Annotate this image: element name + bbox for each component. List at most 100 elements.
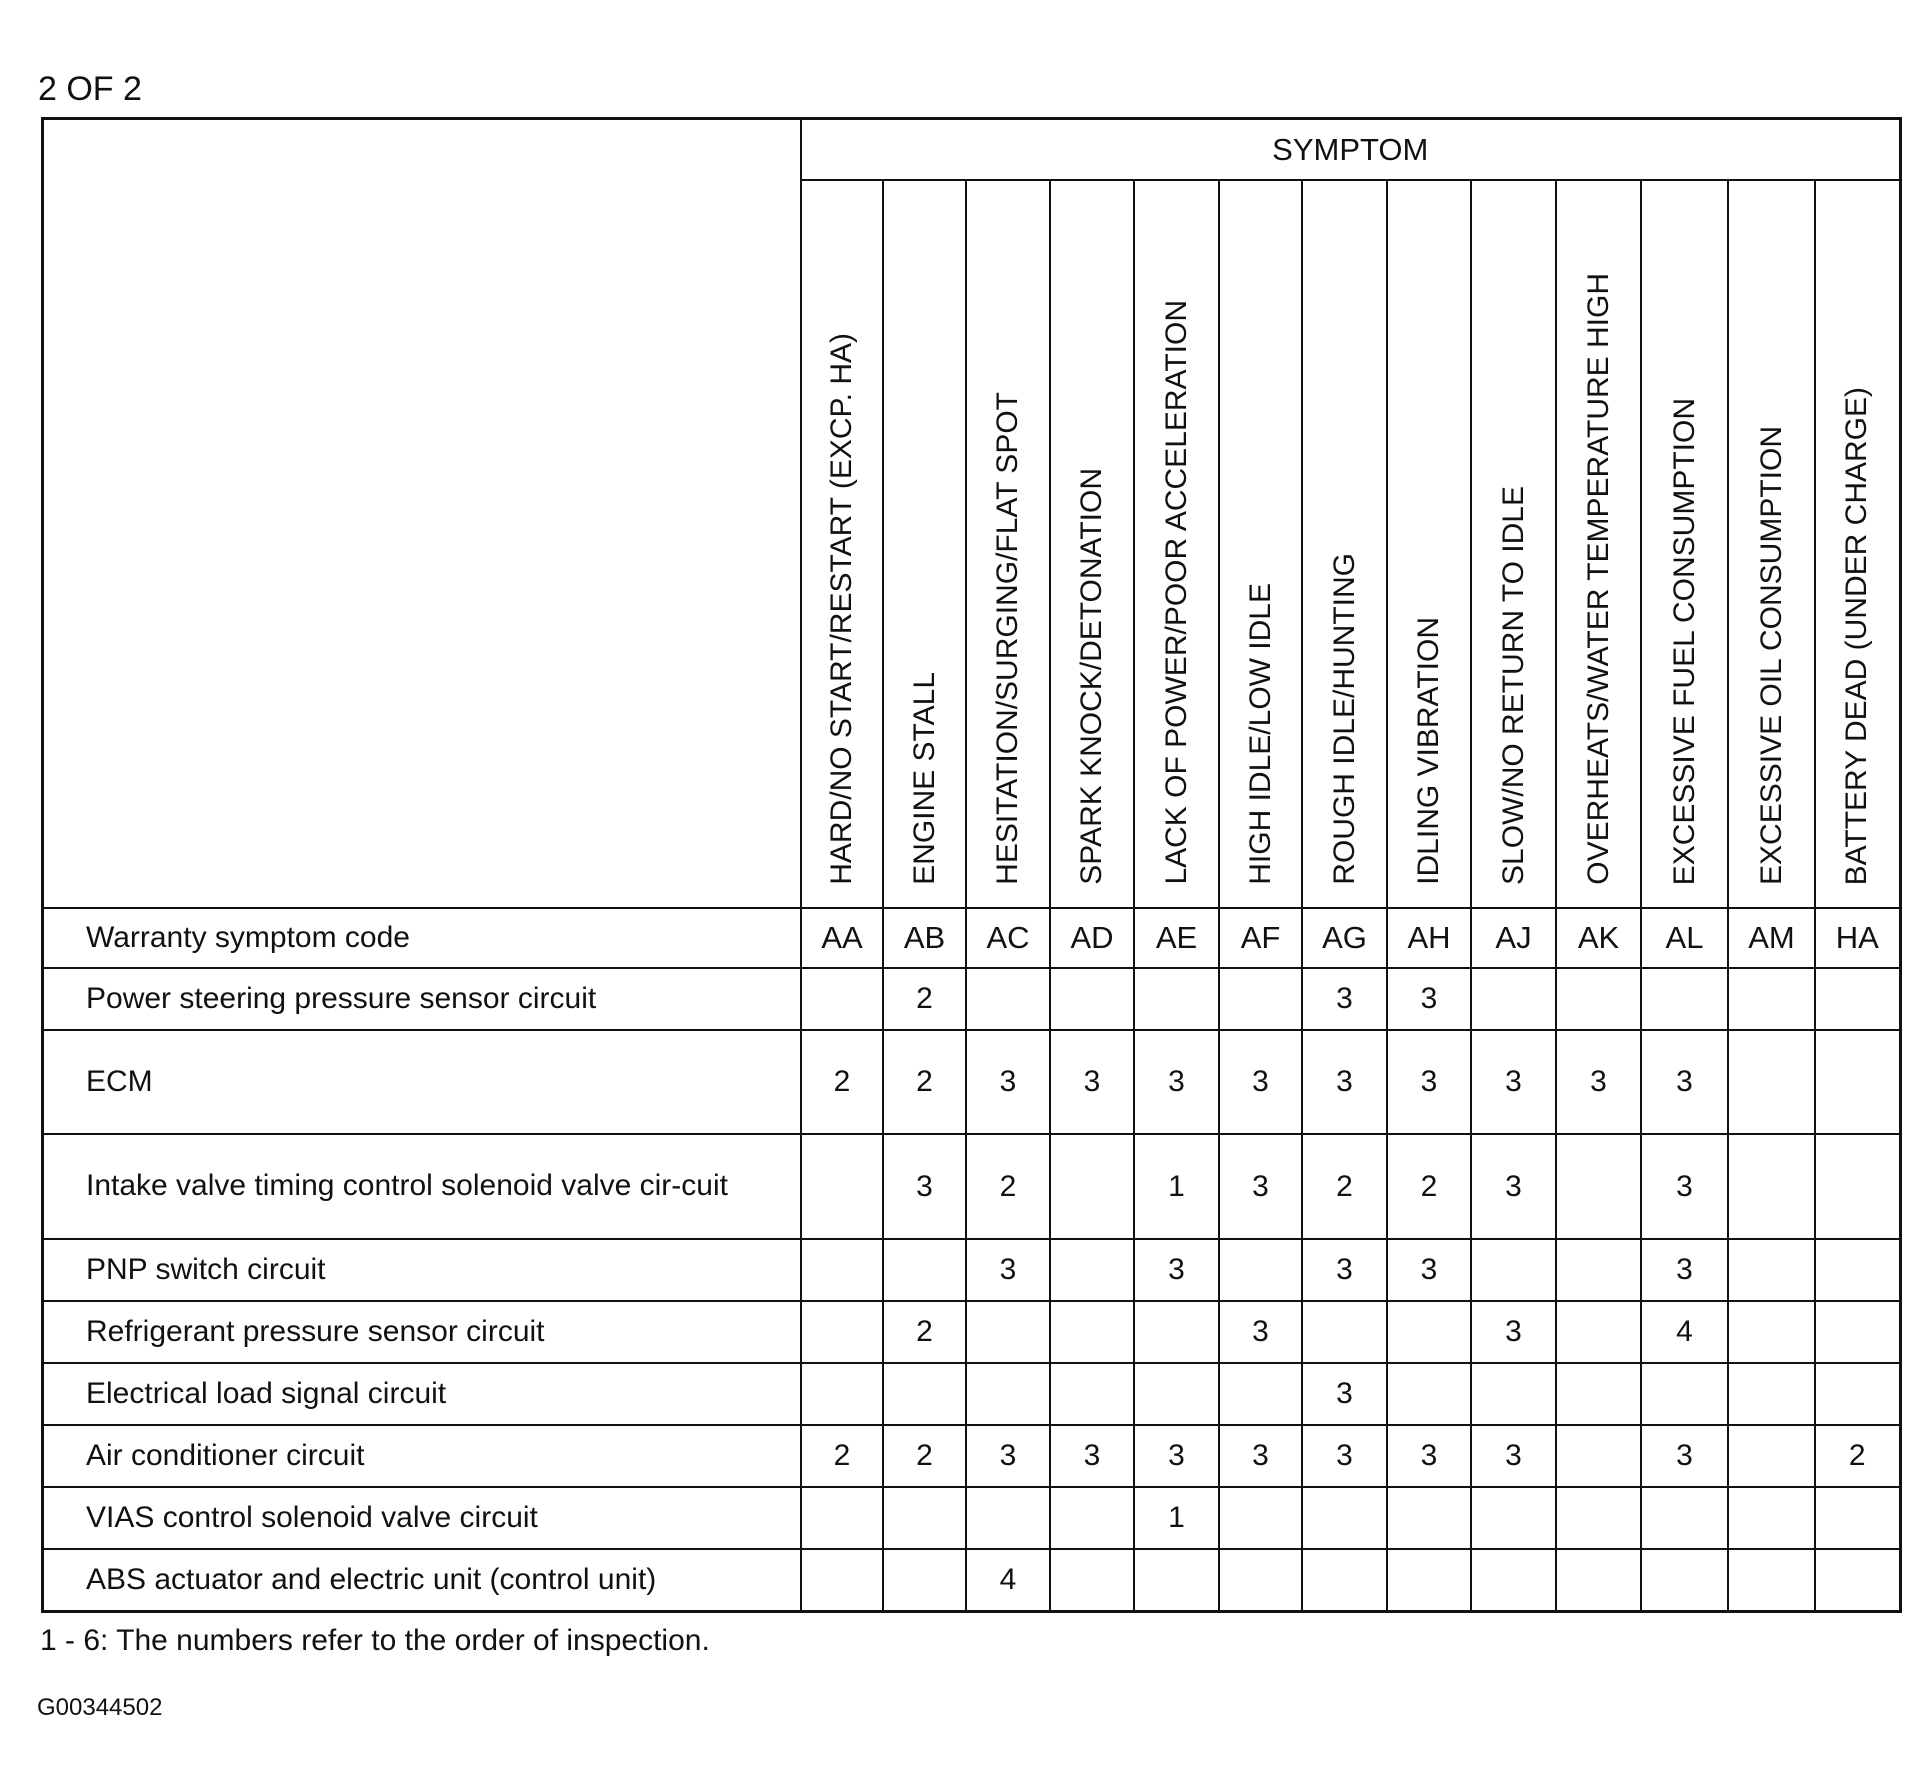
symptom-header-af: HIGH IDLE/LOW IDLE bbox=[1218, 179, 1303, 909]
inspection-order-cell: 4 bbox=[965, 1548, 1051, 1612]
row-label: ABS actuator and electric unit (control … bbox=[41, 1548, 802, 1612]
figure-id: G00344502 bbox=[37, 1694, 163, 1721]
symptom-header-ab: ENGINE STALL bbox=[882, 179, 967, 909]
inspection-order-cell bbox=[1727, 1486, 1816, 1550]
inspection-order-cell: 3 bbox=[1386, 1029, 1472, 1135]
warranty-code-ak: AK bbox=[1555, 907, 1642, 969]
inspection-order-cell bbox=[1049, 1486, 1135, 1550]
inspection-order-cell bbox=[800, 1238, 884, 1302]
inspection-order-cell bbox=[1640, 967, 1729, 1031]
inspection-order-cell bbox=[1470, 967, 1557, 1031]
inspection-order-cell bbox=[800, 1362, 884, 1426]
symptom-header-am: EXCESSIVE OIL CONSUMPTION bbox=[1727, 179, 1816, 909]
warranty-code-aj: AJ bbox=[1470, 907, 1557, 969]
inspection-order-cell: 3 bbox=[1470, 1029, 1557, 1135]
inspection-order-cell: 3 bbox=[965, 1029, 1051, 1135]
warranty-code-ab: AB bbox=[882, 907, 967, 969]
inspection-order-cell bbox=[1727, 967, 1816, 1031]
inspection-order-cell bbox=[800, 967, 884, 1031]
inspection-order-cell: 2 bbox=[800, 1029, 884, 1135]
inspection-order-cell: 3 bbox=[1640, 1238, 1729, 1302]
symptom-name: ROUGH IDLE/HUNTING bbox=[1327, 553, 1361, 885]
inspection-order-cell: 2 bbox=[882, 1029, 967, 1135]
inspection-order-cell bbox=[1814, 1486, 1901, 1550]
inspection-order-cell bbox=[1218, 1362, 1303, 1426]
inspection-order-cell bbox=[800, 1133, 884, 1240]
inspection-order-cell bbox=[1218, 1486, 1303, 1550]
inspection-order-cell bbox=[1470, 1486, 1557, 1550]
inspection-order-cell: 2 bbox=[1386, 1133, 1472, 1240]
inspection-order-cell: 3 bbox=[965, 1424, 1051, 1488]
table-row: Electrical load signal circuit 3 bbox=[41, 1362, 1901, 1426]
symptom-name: EXCESSIVE OIL CONSUMPTION bbox=[1754, 426, 1788, 885]
row-label: Intake valve timing control solenoid val… bbox=[41, 1133, 802, 1240]
inspection-order-cell bbox=[1814, 1548, 1901, 1612]
symptom-header-ad: SPARK KNOCK/DETONATION bbox=[1049, 179, 1135, 909]
table-row: PNP switch circuit 3 3 3 3 3 bbox=[41, 1238, 1901, 1302]
symptom-name: SPARK KNOCK/DETONATION bbox=[1075, 468, 1108, 885]
row-label: Power steering pressure sensor circuit bbox=[41, 967, 802, 1031]
row-label: Electrical load signal circuit bbox=[41, 1362, 802, 1426]
page-label: 2 OF 2 bbox=[38, 70, 142, 108]
inspection-order-cell bbox=[882, 1238, 967, 1302]
row-label: PNP switch circuit bbox=[41, 1238, 802, 1302]
symptom-header-ae: LACK OF POWER/POOR ACCELERATION bbox=[1133, 179, 1220, 909]
symptom-header-ag: ROUGH IDLE/HUNTING bbox=[1301, 179, 1388, 909]
symptom-name: EXCESSIVE FUEL CONSUMPTION bbox=[1667, 397, 1701, 885]
inspection-order-cell bbox=[965, 1362, 1051, 1426]
warranty-code-ha: HA bbox=[1814, 907, 1901, 969]
inspection-order-cell bbox=[1814, 1362, 1901, 1426]
row-label: Refrigerant pressure sensor circuit bbox=[41, 1300, 802, 1364]
symptom-name: ENGINE STALL bbox=[907, 672, 941, 885]
inspection-order-cell: 1 bbox=[1133, 1133, 1220, 1240]
symptom-names-row: HARD/NO START/RESTART (EXCP. HA) ENGINE S… bbox=[43, 179, 1901, 909]
code-row-label: Warranty symptom code bbox=[41, 907, 802, 969]
inspection-order-cell: 3 bbox=[1640, 1029, 1729, 1135]
inspection-order-cell bbox=[1301, 1486, 1388, 1550]
inspection-order-cell: 3 bbox=[1301, 1238, 1388, 1302]
inspection-order-cell bbox=[1555, 1362, 1642, 1426]
warranty-code-af: AF bbox=[1218, 907, 1303, 969]
inspection-order-cell: 3 bbox=[1301, 1424, 1388, 1488]
inspection-order-cell bbox=[1470, 1238, 1557, 1302]
symptom-name: BATTERY DEAD (UNDER CHARGE) bbox=[1840, 386, 1874, 885]
inspection-order-cell bbox=[1727, 1133, 1816, 1240]
inspection-order-cell: 1 bbox=[1133, 1486, 1220, 1550]
symptom-name: SLOW/NO RETURN TO IDLE bbox=[1496, 486, 1530, 885]
inspection-order-cell: 3 bbox=[1218, 1133, 1303, 1240]
inspection-order-cell bbox=[1555, 1133, 1642, 1240]
inspection-order-cell: 3 bbox=[1218, 1424, 1303, 1488]
inspection-order-cell bbox=[1470, 1548, 1557, 1612]
warranty-code-ac: AC bbox=[965, 907, 1051, 969]
row-label: ECM bbox=[41, 1029, 802, 1135]
inspection-order-cell: 3 bbox=[1133, 1238, 1220, 1302]
warranty-code-row: Warranty symptom code AA AB AC AD AE AF AG AH AJ… bbox=[41, 907, 1901, 969]
symptom-header-ac: HESITATION/SURGING/FLAT SPOT bbox=[965, 179, 1051, 909]
symptom-header-al: EXCESSIVE FUEL CONSUMPTION bbox=[1640, 179, 1729, 909]
inspection-order-cell bbox=[1555, 967, 1642, 1031]
inspection-order-cell: 2 bbox=[882, 1300, 967, 1364]
warranty-code-ae: AE bbox=[1133, 907, 1220, 969]
inspection-order-cell bbox=[1727, 1029, 1816, 1135]
inspection-order-cell bbox=[1727, 1300, 1816, 1364]
warranty-code-al: AL bbox=[1640, 907, 1729, 969]
symptom-header-ah: IDLING VIBRATION bbox=[1386, 179, 1472, 909]
inspection-order-cell: 2 bbox=[1301, 1133, 1388, 1240]
inspection-order-cell: 2 bbox=[882, 967, 967, 1031]
inspection-order-cell bbox=[1049, 967, 1135, 1031]
inspection-order-cell bbox=[1470, 1362, 1557, 1426]
table-row: VIAS control solenoid valve circuit 1 bbox=[41, 1486, 1901, 1550]
inspection-order-cell bbox=[1727, 1362, 1816, 1426]
row-label: VIAS control solenoid valve circuit bbox=[41, 1486, 802, 1550]
inspection-order-cell bbox=[1814, 1300, 1901, 1364]
inspection-order-cell bbox=[1218, 1548, 1303, 1612]
inspection-order-cell: 3 bbox=[1218, 1029, 1303, 1135]
inspection-order-cell bbox=[965, 967, 1051, 1031]
inspection-order-cell: 3 bbox=[1133, 1424, 1220, 1488]
inspection-order-cell bbox=[1555, 1300, 1642, 1364]
inspection-order-cell: 3 bbox=[1470, 1424, 1557, 1488]
inspection-order-cell bbox=[1049, 1300, 1135, 1364]
inspection-order-cell: 3 bbox=[965, 1238, 1051, 1302]
inspection-order-cell: 2 bbox=[1814, 1424, 1901, 1488]
inspection-order-cell: 4 bbox=[1640, 1300, 1729, 1364]
